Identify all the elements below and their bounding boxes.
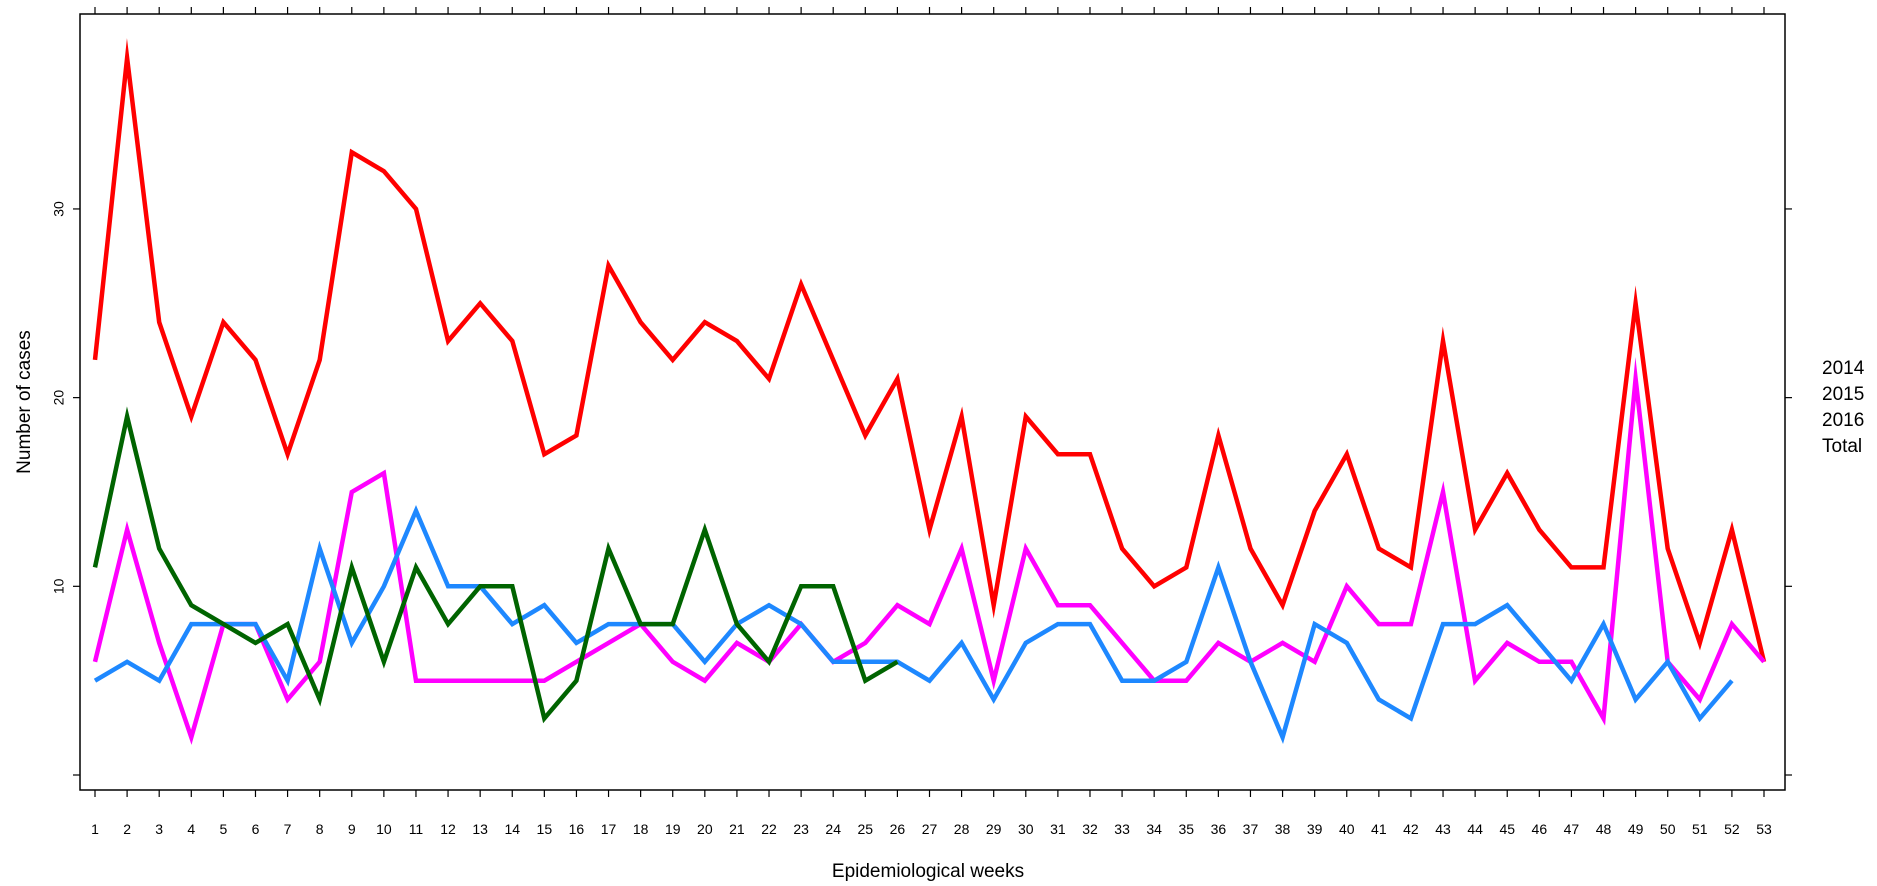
series-4 <box>92 406 899 724</box>
x-tick-label: 48 <box>1596 821 1612 837</box>
x-tick-label: 29 <box>986 821 1002 837</box>
x-tick-label: 14 <box>504 821 520 837</box>
x-tick-label: 3 <box>155 821 163 837</box>
x-tick-label: 35 <box>1178 821 1194 837</box>
x-tick-label: 51 <box>1692 821 1708 837</box>
y-tick-label: 10 <box>51 578 67 594</box>
x-tick-label: 40 <box>1339 821 1355 837</box>
x-tick-label: 32 <box>1082 821 1098 837</box>
x-tick-label: 31 <box>1050 821 1066 837</box>
x-tick-label: 49 <box>1628 821 1644 837</box>
x-tick-label: 39 <box>1307 821 1323 837</box>
legend-entry: Total <box>1822 436 1862 457</box>
x-tick-label: 16 <box>569 821 585 837</box>
x-tick-label: 9 <box>348 821 356 837</box>
x-tick-label: 6 <box>252 821 260 837</box>
x-tick-label: 36 <box>1211 821 1227 837</box>
series-line <box>92 357 1766 745</box>
legend-entry: 2015 <box>1822 384 1864 405</box>
x-tick-label: 26 <box>890 821 906 837</box>
x-tick-label: 37 <box>1243 821 1259 837</box>
x-tick-label: 43 <box>1435 821 1451 837</box>
series-line <box>92 406 899 724</box>
y-tick-label: 20 <box>51 390 67 406</box>
x-tick-label: 11 <box>409 821 424 837</box>
x-tick-label: 52 <box>1724 821 1740 837</box>
series-line <box>92 38 1767 663</box>
y-axis-title: Number of cases <box>14 330 35 474</box>
x-tick-label: 15 <box>537 821 553 837</box>
x-tick-label: 5 <box>219 821 227 837</box>
x-tick-label: 17 <box>601 821 617 837</box>
x-tick-label: 42 <box>1403 821 1419 837</box>
x-tick-label: 22 <box>761 821 777 837</box>
series-2 <box>92 357 1766 745</box>
x-tick-label: 13 <box>472 821 488 837</box>
left-axis-ticks: 10 20 30 <box>51 201 80 776</box>
x-tick-label: 24 <box>825 821 841 837</box>
series-1 <box>92 38 1767 663</box>
bottom-axis-ticks: 1 2 3 4 5 6 7 8 9 10 11 12 13 14 15 16 17 18 19 20 21 22 23 24 2… <box>91 790 1772 837</box>
x-tick-label: 19 <box>665 821 681 837</box>
x-tick-label: 33 <box>1114 821 1130 837</box>
y-tick-label: 30 <box>51 201 67 217</box>
x-tick-label: 44 <box>1467 821 1483 837</box>
top-axis-ticks <box>94 7 1765 14</box>
x-tick-label: 23 <box>793 821 809 837</box>
x-tick-label: 10 <box>376 821 392 837</box>
x-tick-label: 7 <box>284 821 292 837</box>
series-layer <box>92 38 1767 745</box>
x-tick-label: 27 <box>922 821 938 837</box>
x-tick-label: 46 <box>1532 821 1548 837</box>
x-tick-label: 25 <box>858 821 874 837</box>
x-tick-label: 50 <box>1660 821 1676 837</box>
x-axis-title: Epidemiological weeks <box>832 861 1024 882</box>
x-tick-label: 4 <box>187 821 195 837</box>
x-tick-label: 30 <box>1018 821 1034 837</box>
x-tick-label: 12 <box>440 821 456 837</box>
legend-entry: 2016 <box>1822 410 1864 431</box>
right-axis-ticks <box>1785 208 1792 776</box>
x-tick-label: 28 <box>954 821 970 837</box>
x-tick-label: 47 <box>1564 821 1580 837</box>
x-tick-label: 38 <box>1275 821 1291 837</box>
x-tick-label: 8 <box>316 821 324 837</box>
x-tick-label: 1 <box>91 821 99 837</box>
x-tick-label: 20 <box>697 821 713 837</box>
legend-entry: 2014 <box>1822 358 1865 379</box>
x-tick-label: 2 <box>123 821 131 837</box>
x-tick-label: 21 <box>729 821 745 837</box>
x-tick-label: 34 <box>1146 821 1162 837</box>
legend: 2014 2015 2016 Total <box>1822 358 1865 457</box>
x-tick-label: 53 <box>1756 821 1772 837</box>
x-tick-label: 45 <box>1499 821 1515 837</box>
x-tick-label: 41 <box>1371 821 1387 837</box>
plot-frame <box>79 13 1786 791</box>
x-tick-label: 18 <box>633 821 649 837</box>
